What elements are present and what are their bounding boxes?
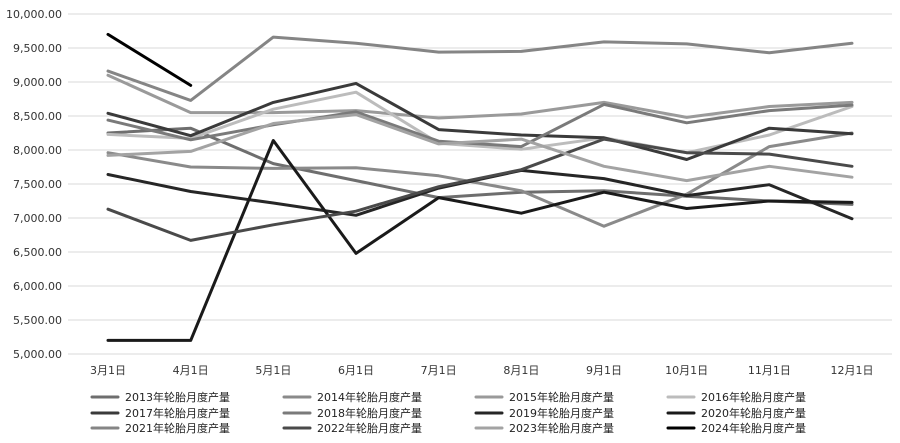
y-tick-label: 8,500.00 [13,110,62,123]
legend-item: 2013年轮胎月度产量 [90,390,230,404]
legend-label: 2021年轮胎月度产量 [125,421,230,435]
legend-label: 2023年轮胎月度产量 [509,421,614,435]
y-tick-label: 10,000.00 [6,8,62,21]
legend-item: 2015年轮胎月度产量 [474,390,614,404]
series-line [106,32,193,87]
legend-label: 2018年轮胎月度产量 [317,406,422,420]
series-line [106,131,854,228]
y-tick-label: 9,500.00 [13,42,62,55]
x-tick-label: 9月1日 [586,364,622,377]
legend-item: 2020年轮胎月度产量 [666,406,806,420]
series-line [106,137,854,242]
legend-item: 2023年轮胎月度产量 [474,421,614,435]
series-line [106,35,854,102]
x-tick-label: 8月1日 [503,364,539,377]
legend-label: 2015年轮胎月度产量 [509,390,614,404]
y-tick-label: 9,000.00 [13,76,62,89]
x-tick-label: 5月1日 [255,364,291,377]
y-axis-tick-labels: 5,000.00 5,500.00 6,000.00 6,500.00 7,000.00… [6,8,62,361]
legend-item: 2021年轮胎月度产量 [90,421,230,435]
x-tick-label: 11月1日 [748,364,791,377]
legend-label: 2019年轮胎月度产量 [509,406,614,420]
legend-label: 2014年轮胎月度产量 [317,390,422,404]
y-tick-label: 8,000.00 [13,144,62,157]
series-line [106,139,854,342]
x-tick-label: 6月1日 [338,364,374,377]
x-tick-label: 7月1日 [421,364,457,377]
x-axis-tick-labels: 3月1日 4月1日 5月1日 6月1日 7月1日 8月1日 9月1日 10月1日 11月1日 12… [90,364,874,377]
legend-item: 2022年轮胎月度产量 [282,421,422,435]
y-tick-label: 5,000.00 [13,348,62,361]
legend-label: 2022年轮胎月度产量 [317,421,422,435]
legend-item: 2017年轮胎月度产量 [90,406,230,420]
x-tick-label: 10月1日 [665,364,708,377]
series-line [106,113,854,183]
legend-item: 2019年轮胎月度产量 [474,406,614,420]
y-tick-label: 5,500.00 [13,314,62,327]
legend-item: 2018年轮胎月度产量 [282,406,422,420]
x-tick-label: 3月1日 [90,364,126,377]
series-line [106,102,854,149]
legend-label: 2024年轮胎月度产量 [701,421,806,435]
legend-item: 2016年轮胎月度产量 [666,390,806,404]
y-tick-label: 6,000.00 [13,280,62,293]
legend-label: 2017年轮胎月度产量 [125,406,230,420]
series-line [106,81,854,161]
x-tick-label: 12月1日 [831,364,874,377]
legend: 2013年轮胎月度产量 2014年轮胎月度产量 2015年轮胎月度产量 2016年轮胎… [90,390,806,435]
y-tick-label: 7,000.00 [13,212,62,225]
legend-item: 2024年轮胎月度产量 [666,421,806,435]
legend-label: 2020年轮胎月度产量 [701,406,806,420]
legend-label: 2016年轮胎月度产量 [701,390,806,404]
y-tick-label: 7,500.00 [13,178,62,191]
y-tick-label: 6,500.00 [13,246,62,259]
series-line [106,73,854,120]
series-lines [106,32,854,342]
legend-label: 2013年轮胎月度产量 [125,390,230,404]
series-line [106,126,854,206]
x-tick-label: 4月1日 [173,364,209,377]
legend-item: 2014年轮胎月度产量 [282,390,422,404]
